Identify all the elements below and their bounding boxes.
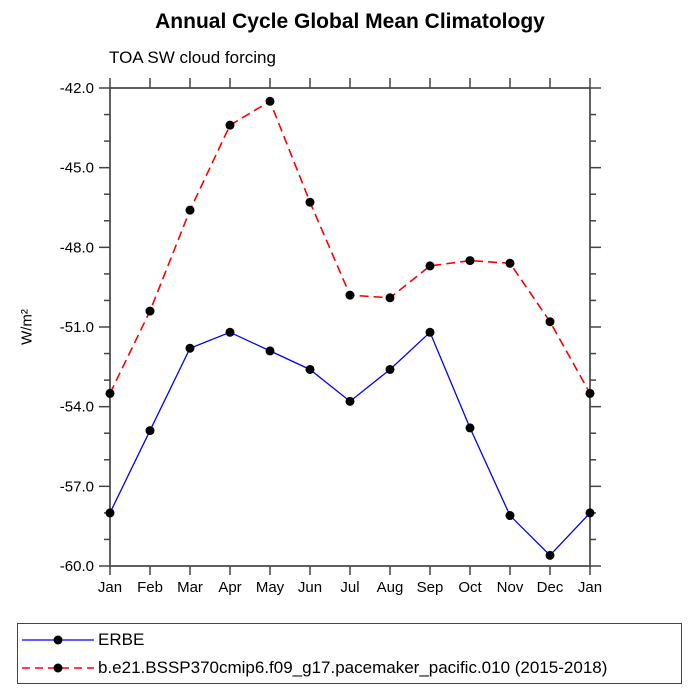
data-point-marker — [385, 293, 395, 303]
data-point-marker — [305, 364, 315, 374]
x-axis-tick-label: Jul — [340, 579, 359, 596]
data-point-marker — [545, 317, 555, 327]
data-point-marker — [265, 346, 275, 356]
data-point-marker — [145, 426, 155, 436]
chart-title: Annual Cycle Global Mean Climatology — [155, 10, 545, 33]
x-axis-tick-label: Jan — [98, 579, 122, 596]
y-axis-tick-label: -48.0 — [60, 239, 94, 256]
data-point-marker — [105, 388, 115, 398]
data-point-marker — [385, 364, 395, 374]
legend-entry: ERBE — [21, 626, 681, 654]
data-point-marker — [305, 197, 315, 207]
data-point-marker — [505, 258, 515, 268]
data-point-marker — [105, 508, 115, 518]
legend-box: ERBE b.e21.BSSP370cmip6.f09_g17.pacemaker… — [17, 623, 682, 684]
data-point-marker — [185, 343, 195, 353]
x-axis-tick-label: Jun — [298, 579, 322, 596]
legend-entry: b.e21.BSSP370cmip6.f09_g17.pacemaker_pac… — [21, 654, 681, 682]
x-axis-tick-label: Mar — [177, 579, 203, 596]
x-axis-tick-label: Apr — [218, 579, 241, 596]
y-axis-tick-label: -51.0 — [60, 319, 94, 336]
data-point-marker — [225, 120, 235, 130]
data-point-marker — [585, 508, 595, 518]
data-point-marker — [265, 96, 275, 106]
data-point-marker — [545, 550, 555, 560]
data-point-marker — [145, 306, 155, 316]
x-axis-tick-label: Aug — [377, 579, 404, 596]
data-point-marker — [345, 396, 355, 406]
legend-label: ERBE — [98, 630, 145, 649]
y-axis-tick-label: -45.0 — [60, 160, 94, 177]
x-axis-tick-label: May — [256, 579, 285, 596]
y-axis-tick-label: -60.0 — [60, 558, 94, 575]
x-axis-tick-label: Sep — [417, 579, 444, 596]
data-point-marker — [425, 327, 435, 337]
data-point-marker — [465, 256, 475, 266]
x-axis-tick-label: Oct — [458, 579, 482, 596]
data-point-marker — [505, 511, 515, 521]
x-axis-tick-label: Feb — [137, 579, 163, 596]
y-axis-tick-label: -54.0 — [60, 399, 94, 416]
legend-label: b.e21.BSSP370cmip6.f09_g17.pacemaker_pac… — [98, 658, 608, 677]
series-line — [109, 331, 591, 557]
series-line — [109, 100, 591, 394]
y-axis-tick-label: -42.0 — [60, 80, 94, 97]
x-axis-tick-label: Dec — [537, 579, 564, 596]
x-axis-tick-label: Jan — [578, 579, 602, 596]
y-axis-tick-label: -57.0 — [60, 478, 94, 495]
data-point-marker — [425, 261, 435, 271]
chart-subtitle: TOA SW cloud forcing — [109, 48, 276, 67]
data-point-marker — [225, 327, 235, 337]
legend-swatch — [22, 663, 94, 673]
data-point-marker — [345, 290, 355, 300]
legend-swatch — [22, 635, 94, 645]
data-point-marker — [185, 205, 195, 215]
x-axis-tick-label: Nov — [497, 579, 524, 596]
axis-frame — [109, 87, 591, 567]
data-point-marker — [465, 423, 475, 433]
data-point-marker — [585, 388, 595, 398]
